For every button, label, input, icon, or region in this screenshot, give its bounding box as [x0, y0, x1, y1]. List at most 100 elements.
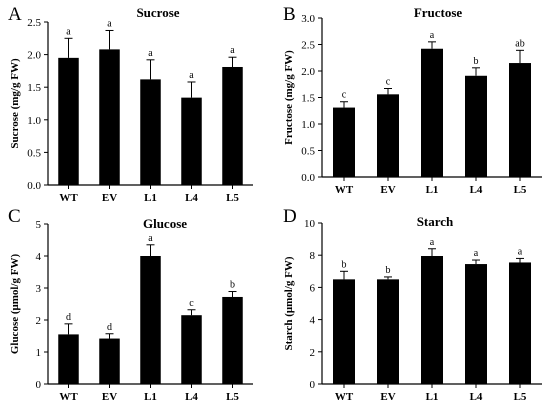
- x-tick-label: EV: [102, 391, 117, 403]
- significance-label: a: [230, 45, 235, 56]
- x-tick-label: EV: [380, 391, 395, 403]
- bar-l1: [140, 256, 161, 384]
- y-tick-label: 0: [36, 379, 42, 391]
- y-axis-label: Sucrose (mg/g FW): [9, 58, 21, 149]
- panel-letter: A: [8, 4, 22, 25]
- panel-letter: B: [283, 4, 296, 25]
- y-tick-label: 2: [36, 315, 42, 327]
- x-tick-label: L1: [426, 184, 439, 196]
- y-tick-label: 1.5: [301, 93, 315, 105]
- bar-l4: [465, 75, 487, 177]
- y-tick-label: 1.0: [27, 115, 41, 127]
- bar-wt: [333, 107, 355, 177]
- x-tick-label: EV: [102, 192, 117, 204]
- chart-panel-a: A Sucrose Sucrose (mg/g FW) 0.0 0.5 1.0 1.5 2.0…: [8, 4, 253, 204]
- x-tick-label: EV: [380, 184, 395, 196]
- y-tick-label: 2.0: [301, 66, 315, 78]
- x-tick-label: WT: [59, 391, 78, 403]
- y-axis-label: Glucose (μmol/g FW): [9, 254, 21, 355]
- bar-l5: [509, 262, 531, 384]
- significance-label: c: [386, 76, 391, 87]
- bar-l4: [465, 264, 487, 384]
- y-tick-label: 0: [310, 379, 316, 391]
- significance-label: b: [474, 56, 479, 67]
- y-tick-label: 1.0: [301, 119, 315, 131]
- chart-panel-c: C Glucose Glucose (μmol/g FW) 0 1 2 3 4 5 d WT d EV a…: [8, 206, 253, 403]
- significance-label: c: [342, 90, 347, 101]
- panel-letter: D: [283, 206, 297, 227]
- x-tick-label: WT: [335, 391, 354, 403]
- bar-ev: [377, 94, 399, 177]
- y-tick-label: 2.0: [27, 50, 41, 62]
- x-tick-label: L1: [144, 192, 157, 204]
- bar-wt: [58, 334, 79, 384]
- bar-l4: [181, 97, 202, 185]
- x-tick-label: L4: [185, 192, 198, 204]
- y-axis-label: Fructose (mg/g FW): [283, 50, 295, 145]
- x-tick-label: L5: [514, 184, 527, 196]
- bar-ev: [377, 279, 399, 384]
- y-tick-label: 10: [304, 218, 316, 230]
- significance-label: a: [189, 70, 194, 81]
- significance-label: b: [342, 259, 347, 270]
- significance-label: b: [230, 280, 235, 291]
- significance-label: b: [386, 265, 391, 276]
- y-tick-label: 0.5: [27, 147, 41, 159]
- x-tick-label: L5: [514, 391, 527, 403]
- x-tick-label: WT: [59, 192, 78, 204]
- bar-l5: [222, 296, 243, 384]
- x-tick-label: L5: [226, 391, 239, 403]
- y-tick-label: 1.5: [27, 82, 41, 94]
- y-tick-label: 3.0: [301, 13, 315, 25]
- significance-label: a: [474, 248, 479, 259]
- y-tick-label: 0.5: [301, 146, 315, 158]
- y-tick-label: 1: [36, 347, 42, 359]
- significance-label: a: [66, 26, 71, 37]
- significance-label: ab: [515, 38, 524, 49]
- x-tick-label: L1: [426, 391, 439, 403]
- y-tick-label: 2.5: [27, 17, 41, 29]
- y-tick-label: 2.5: [301, 40, 315, 52]
- chart-panel-d: D Starch Starch (μmol/g FW) 0 2 4 6 8 10 b WT b EV a L…: [283, 206, 542, 403]
- chart-title: Sucrose: [136, 5, 179, 20]
- chart-title: Starch: [417, 214, 454, 229]
- bar-l1: [421, 256, 443, 384]
- bar-ev: [99, 338, 120, 384]
- y-tick-label: 6: [310, 282, 316, 294]
- significance-label: a: [148, 48, 153, 59]
- panel-letter: C: [8, 206, 21, 227]
- bar-l1: [421, 48, 443, 177]
- bar-l1: [140, 79, 161, 185]
- bar-wt: [333, 279, 355, 384]
- chart-title: Fructose: [414, 5, 463, 20]
- y-tick-label: 0.0: [301, 172, 315, 184]
- bar-wt: [58, 57, 79, 185]
- significance-label: d: [66, 312, 71, 323]
- y-tick-label: 2: [310, 347, 316, 359]
- y-tick-label: 0.0: [27, 180, 41, 192]
- significance-label: c: [189, 298, 194, 309]
- chart-title: Glucose: [143, 216, 187, 231]
- x-tick-label: L1: [144, 391, 157, 403]
- x-tick-label: L4: [470, 184, 483, 196]
- bar-l4: [181, 315, 202, 384]
- y-axis-label: Starch (μmol/g FW): [283, 256, 295, 350]
- bar-l5: [222, 66, 243, 185]
- y-tick-label: 8: [310, 250, 316, 262]
- x-tick-label: WT: [335, 184, 354, 196]
- significance-label: a: [148, 233, 153, 244]
- significance-label: a: [430, 30, 435, 41]
- y-tick-label: 4: [310, 315, 316, 327]
- chart-panel-b: B Fructose Fructose (mg/g FW) 0.0 0.5 1.0 1.5 2…: [283, 4, 542, 196]
- x-tick-label: L5: [226, 192, 239, 204]
- significance-label: a: [518, 246, 523, 257]
- significance-label: a: [107, 18, 112, 29]
- bar-l5: [509, 63, 531, 177]
- x-tick-label: L4: [185, 391, 198, 403]
- significance-label: d: [107, 322, 112, 333]
- y-tick-label: 5: [36, 219, 42, 231]
- x-tick-label: L4: [470, 391, 483, 403]
- bar-ev: [99, 49, 120, 185]
- y-tick-label: 3: [36, 283, 42, 295]
